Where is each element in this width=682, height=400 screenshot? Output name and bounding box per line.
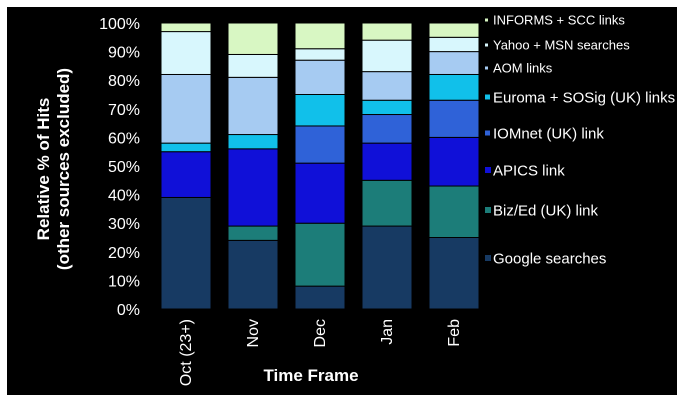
legend-label: INFORMS + SCC links xyxy=(493,13,625,28)
bar-segment-2-5 xyxy=(227,134,279,150)
stacked-bar-chart: 0% 10% 20% 30% 40% 50% 60% 70% 80% 90% 100% Oct (2… xyxy=(34,13,675,386)
bar-segment-3-2 xyxy=(294,222,346,287)
y-tick-label: 20% xyxy=(108,245,140,262)
bar-segment-3-3 xyxy=(294,162,346,224)
bar-segment-5-2 xyxy=(428,185,480,239)
bar-segment-3-1 xyxy=(294,285,346,310)
bar-segment-2-7 xyxy=(227,53,279,78)
bar-segment-3-8 xyxy=(294,22,346,50)
x-tick-label: Nov xyxy=(245,319,262,347)
bar-segment-2-8 xyxy=(227,22,279,55)
bar-segment-1-6 xyxy=(160,73,212,144)
bar-segment-4-3 xyxy=(361,142,413,181)
bar-segment-3-7 xyxy=(294,48,346,61)
bar-segment-1-8 xyxy=(160,22,212,33)
bar-segment-4-8 xyxy=(361,22,413,41)
y-tick-label: 0% xyxy=(117,302,140,319)
bar-segment-2-3 xyxy=(227,148,279,227)
bar-segment-5-4 xyxy=(428,99,480,138)
x-tick-label: Feb xyxy=(446,319,463,347)
bar-segment-1-3 xyxy=(160,151,212,198)
legend-label: Yahoo + MSN searches xyxy=(493,38,630,53)
bar-segment-4-5 xyxy=(361,99,413,116)
bar-segment-5-1 xyxy=(428,237,480,310)
legend-swatch xyxy=(485,130,490,136)
legend: INFORMS + SCC links Yahoo + MSN searches A… xyxy=(485,13,675,267)
y-axis-title: Relative % of Hits xyxy=(34,98,53,241)
y-axis-subtitle: (other sources excluded) xyxy=(54,68,73,270)
bar-segment-3-4 xyxy=(294,125,346,164)
chart-frame: 0% 10% 20% 30% 40% 50% 60% 70% 80% 90% 100% Oct (2… xyxy=(7,7,677,395)
bar-segment-4-2 xyxy=(361,179,413,227)
bar-segment-5-8 xyxy=(428,22,480,38)
x-tick-label: Oct (23+) xyxy=(178,319,195,386)
bar-segment-2-2 xyxy=(227,225,279,241)
y-tick-label: 10% xyxy=(108,273,140,290)
x-axis-title: Time Frame xyxy=(263,366,358,385)
legend-swatch xyxy=(485,94,490,100)
y-tick-label: 90% xyxy=(108,45,140,62)
legend-label: IOMnet (UK) link xyxy=(493,125,604,142)
bar-segment-3-5 xyxy=(294,94,346,127)
bar-segment-4-7 xyxy=(361,39,413,73)
y-tick-label: 80% xyxy=(108,73,140,90)
legend-label: Euroma + SOSig (UK) links xyxy=(493,89,675,106)
y-axis-ticks: 0% 10% 20% 30% 40% 50% 60% 70% 80% 90% 100% xyxy=(99,16,140,319)
legend-label: Google searches xyxy=(493,250,606,267)
legend-swatch xyxy=(485,207,491,213)
y-tick-label: 100% xyxy=(99,16,140,33)
x-axis-ticks: Oct (23+) Nov Dec Jan Feb xyxy=(178,319,463,386)
y-tick-label: 70% xyxy=(108,102,140,119)
bar-segment-2-6 xyxy=(227,76,279,136)
legend-swatch xyxy=(485,18,488,22)
bar-segment-5-6 xyxy=(428,51,480,75)
legend-label: Biz/Ed (UK) link xyxy=(493,202,599,219)
bar-segment-3-6 xyxy=(294,59,346,95)
bar-segment-5-3 xyxy=(428,136,480,187)
bar-segment-4-1 xyxy=(361,225,413,310)
bar-segment-5-7 xyxy=(428,36,480,53)
legend-swatch xyxy=(485,66,488,70)
x-tick-label: Dec xyxy=(312,319,329,347)
x-tick-label: Jan xyxy=(379,319,396,345)
bar-segment-2-1 xyxy=(227,239,279,310)
legend-swatch xyxy=(485,43,488,47)
y-tick-label: 30% xyxy=(108,216,140,233)
y-tick-label: 50% xyxy=(108,159,140,176)
bar-segment-1-5 xyxy=(160,142,212,153)
legend-swatch xyxy=(485,255,491,261)
y-tick-label: 60% xyxy=(108,130,140,147)
legend-swatch xyxy=(485,167,491,173)
legend-label: APICS link xyxy=(493,162,565,179)
bar-segment-1-1 xyxy=(160,196,212,310)
bar-segment-5-5 xyxy=(428,73,480,101)
bar-segment-4-4 xyxy=(361,114,413,144)
bar-segment-1-7 xyxy=(160,31,212,75)
bar-segment-4-6 xyxy=(361,71,413,101)
legend-label: AOM links xyxy=(493,61,553,76)
y-tick-label: 40% xyxy=(108,188,140,205)
bars-layer xyxy=(160,22,480,310)
